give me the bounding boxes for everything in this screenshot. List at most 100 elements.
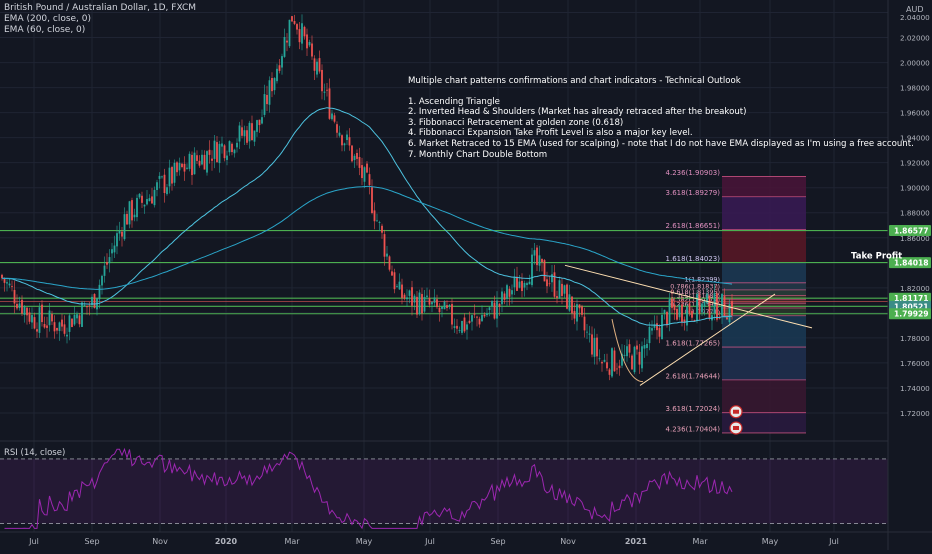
- candle: [63, 315, 66, 337]
- candle-body: [516, 276, 518, 291]
- price-tick-label: 1.92000: [900, 159, 930, 168]
- candle-body: [88, 305, 91, 307]
- candle-body: [453, 326, 456, 328]
- candle-body: [323, 91, 326, 93]
- candle-body: [126, 213, 128, 225]
- candle: [518, 274, 521, 289]
- candle: [421, 287, 423, 321]
- candle-body: [333, 115, 336, 122]
- event-flag-icon-mark: [733, 409, 739, 414]
- candle-body: [533, 250, 536, 256]
- candle-body: [436, 299, 438, 308]
- candle: [616, 363, 618, 375]
- candle-body: [108, 257, 111, 264]
- candle-body: [633, 346, 636, 373]
- candle: [686, 303, 688, 332]
- price-tick-label: 1.98000: [900, 84, 930, 93]
- fib-label: 1.618(1.77265): [666, 340, 721, 348]
- candle: [483, 312, 486, 318]
- candle: [328, 78, 331, 120]
- candle: [281, 53, 283, 75]
- candle: [601, 360, 603, 372]
- icons: [729, 405, 743, 435]
- candle-body: [193, 152, 196, 175]
- candle-body: [83, 305, 86, 306]
- candle: [391, 265, 393, 276]
- price-tick-label: 1.78000: [900, 334, 930, 343]
- candle: [456, 319, 458, 335]
- candle: [591, 326, 593, 358]
- candle-body: [101, 275, 103, 286]
- annotation-point-6: 7. Monthly Chart Double Bottom: [408, 149, 548, 160]
- analysis-annotation[interactable]: Multiple chart patterns confirmations an…: [408, 76, 914, 160]
- candle-body: [113, 245, 116, 253]
- candle-body: [386, 253, 388, 257]
- candle: [586, 324, 588, 339]
- candle-body: [68, 315, 71, 332]
- fib-label: 0.786(1.81837): [670, 282, 720, 290]
- candle: [181, 162, 183, 169]
- candle-body: [468, 320, 471, 323]
- candle: [333, 112, 336, 124]
- candle: [668, 293, 671, 332]
- candle: [691, 306, 693, 322]
- candle-body: [683, 319, 686, 323]
- candle: [526, 281, 528, 291]
- candle: [443, 300, 446, 310]
- time-tick-label: Jul: [828, 537, 839, 546]
- candle: [331, 109, 333, 121]
- candle: [638, 343, 641, 374]
- candle: [186, 163, 188, 170]
- candle-body: [368, 174, 371, 186]
- candle: [578, 304, 581, 317]
- candle-body: [298, 29, 301, 43]
- symbol-title[interactable]: British Pound / Australian Dollar, 1D, F…: [4, 3, 197, 13]
- fib-label: 3.618(1.89279): [666, 189, 721, 197]
- candle-body: [273, 78, 276, 91]
- candle: [31, 307, 33, 330]
- ema200-legend[interactable]: EMA (200, close, 0): [4, 14, 92, 24]
- candle-body: [576, 304, 578, 322]
- candle: [531, 247, 533, 288]
- candle-body: [486, 313, 488, 316]
- candle-body: [463, 317, 466, 332]
- candle-body: [123, 214, 126, 240]
- candle: [731, 294, 733, 320]
- candle: [523, 280, 526, 297]
- candle-body: [648, 326, 651, 344]
- candle-body: [173, 162, 176, 183]
- candle: [206, 150, 208, 176]
- candle-body: [151, 196, 153, 204]
- candle-body: [441, 306, 443, 309]
- candle-body: [531, 254, 533, 286]
- price-tick-label: 1.88000: [900, 209, 930, 218]
- event-flag-icon: [729, 421, 743, 435]
- candle-body: [226, 155, 228, 160]
- candle-body: [426, 295, 428, 297]
- candle: [236, 138, 238, 153]
- candle: [121, 227, 123, 247]
- ema60-legend[interactable]: EMA (60, close, 0): [4, 25, 86, 35]
- candle-body: [233, 149, 236, 154]
- candle: [473, 304, 476, 319]
- candle-body: [408, 290, 411, 296]
- fib-label: 4.236(1.90903): [666, 169, 721, 177]
- candle-body: [188, 153, 191, 169]
- candle: [341, 134, 343, 152]
- candle-body: [603, 359, 606, 362]
- candle-body: [448, 304, 451, 307]
- take-profit-label: Take Profit: [851, 251, 902, 261]
- candle: [386, 245, 388, 261]
- candle: [548, 275, 551, 287]
- candle-body: [138, 193, 141, 198]
- candle: [536, 245, 538, 272]
- candle: [271, 72, 273, 98]
- candle: [551, 264, 553, 292]
- candle-body: [611, 348, 613, 377]
- candle-body: [258, 119, 261, 126]
- fibonacci-tool: 4.236(1.90903) 3.618(1.89279) 2.618(1.8665…: [666, 169, 806, 433]
- candle: [26, 306, 28, 325]
- candle: [196, 150, 198, 165]
- event-flag-icon-mark: [733, 425, 739, 430]
